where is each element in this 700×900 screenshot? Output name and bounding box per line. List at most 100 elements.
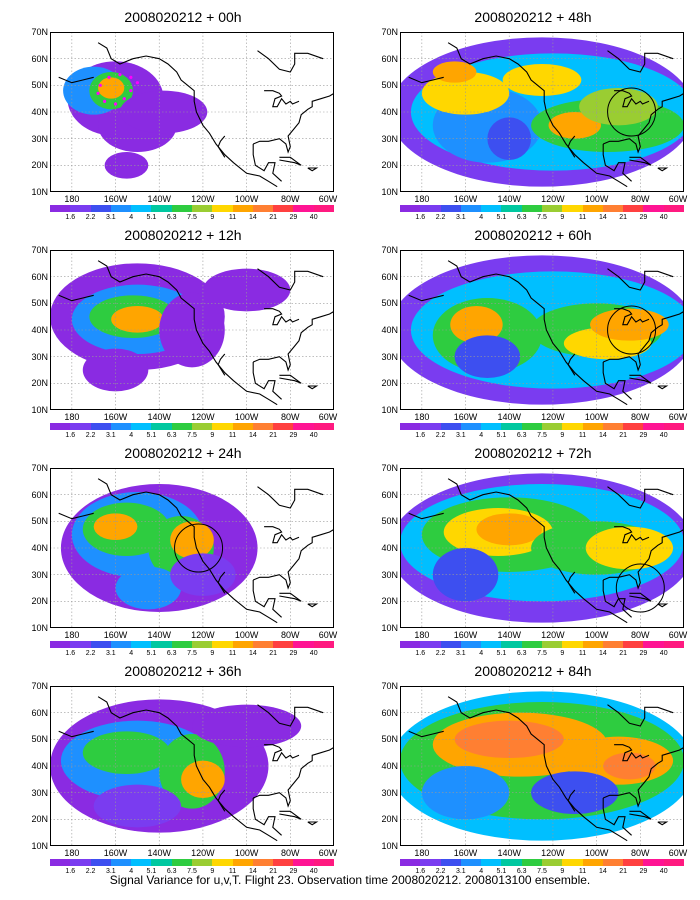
colorbar-swatch — [293, 641, 314, 648]
variance-contour — [93, 784, 182, 828]
coastline — [629, 810, 652, 820]
colorbar-label: 2.2 — [435, 868, 446, 875]
map-canvas — [50, 686, 334, 846]
longitude-label: 180 — [414, 630, 430, 640]
colorbar-swatch — [562, 859, 583, 866]
colorbar-swatch — [420, 641, 441, 648]
longitude-label: 80W — [281, 194, 300, 204]
coastline — [252, 746, 334, 808]
latitude-label: 70N — [31, 463, 48, 473]
variance-map — [50, 32, 334, 192]
verification-circle — [607, 305, 657, 355]
variance-contour — [159, 292, 225, 368]
colorbar-swatch — [252, 205, 274, 212]
colorbar-label: 21 — [619, 432, 628, 439]
colorbar-label: 14 — [598, 214, 607, 221]
colorbar-label: 40 — [659, 868, 668, 875]
colorbar-swatch — [420, 859, 441, 866]
colorbar-swatch — [643, 641, 664, 648]
colorbar-label: 7.5 — [537, 868, 547, 875]
colorbar-swatch — [191, 205, 213, 212]
coastline — [264, 308, 300, 326]
colorbar-swatch — [623, 641, 644, 648]
colorbar-label: 5.1 — [496, 432, 507, 439]
longitude-label: 80W — [281, 848, 300, 858]
colorbar-swatch — [273, 641, 294, 648]
coastline — [614, 744, 650, 762]
colorbar-swatch — [623, 859, 644, 866]
colorbar-label: 14 — [248, 432, 257, 439]
coastline — [252, 528, 334, 590]
colorbar-swatch — [50, 205, 71, 212]
coastline — [607, 704, 674, 727]
colorbar-label: 11 — [228, 432, 237, 439]
colorbar-label: 5.1 — [496, 214, 507, 221]
coastline — [97, 478, 278, 624]
coastline — [279, 810, 302, 820]
variance-map — [400, 686, 684, 846]
colorbar-label: 1.6 — [415, 432, 426, 439]
longitude-label: 160W — [103, 412, 128, 422]
latitude-label: 30N — [381, 133, 398, 144]
colorbar-label: 2.2 — [435, 432, 446, 439]
colorbar-swatch — [582, 641, 603, 648]
longitude-label: 60W — [668, 412, 688, 422]
colorbar-label: 3.1 — [105, 214, 116, 221]
colorbar-label: 14 — [598, 650, 607, 657]
observation-point — [113, 102, 118, 106]
colorbar-swatch — [663, 423, 684, 430]
colorbar-swatch — [212, 641, 233, 648]
variance-contour — [585, 526, 674, 570]
colorbar-label: 4 — [129, 650, 134, 657]
colorbar-label: 3.1 — [455, 650, 466, 657]
colorbar-swatch — [602, 423, 624, 430]
latitude-label: 10N — [381, 405, 398, 415]
coastline — [252, 362, 282, 400]
colorbar-swatch — [110, 641, 132, 648]
longitude-label: 120W — [191, 412, 215, 422]
variance-map — [50, 250, 334, 410]
colorbar-label: 5.1 — [496, 868, 507, 875]
latitude-label: 60N — [31, 489, 48, 500]
map-panel: 2008020212 + 00h 70N 60N 50N 40N 30N 20N 10N 180… — [18, 8, 348, 221]
colorbar-label: 21 — [619, 650, 628, 657]
coastline — [279, 374, 302, 384]
colorbar-swatch — [541, 205, 563, 212]
latitude-label: 60N — [381, 707, 398, 718]
colorbar-swatch — [171, 641, 192, 648]
latitude-label: 60N — [31, 707, 48, 718]
colorbar-swatch — [232, 641, 253, 648]
colorbar-label: 29 — [289, 214, 298, 221]
variance-contour — [421, 72, 510, 115]
latitude-label: 40N — [381, 761, 398, 771]
longitude-label: 120W — [541, 194, 565, 204]
colorbar-label: 4 — [479, 214, 484, 221]
latitude-label: 10N — [31, 405, 48, 415]
colorbar-swatch — [191, 859, 213, 866]
colorbar-swatch — [440, 641, 461, 648]
map-canvas — [400, 686, 684, 846]
variance-contour — [170, 521, 214, 559]
colorbar-label: 9 — [210, 868, 215, 875]
coastline — [307, 167, 319, 172]
longitude-label: 120W — [541, 412, 565, 422]
observation-point — [103, 99, 107, 103]
longitude-label: 80W — [281, 412, 300, 422]
map-canvas — [50, 468, 334, 628]
longitude-label: 160W — [103, 194, 128, 204]
colorbar-label: 3.1 — [455, 214, 466, 221]
colorbar-label: 29 — [639, 650, 648, 657]
map-canvas — [400, 468, 684, 628]
colorbar-label: 1.6 — [65, 432, 76, 439]
colorbar-label: 11 — [578, 214, 587, 221]
latitude-label: 60N — [381, 489, 398, 500]
observation-point — [129, 75, 133, 79]
longitude-label: 140W — [147, 412, 171, 422]
coastline — [602, 92, 684, 154]
colorbar-label: 6.3 — [166, 650, 177, 657]
coastline — [657, 167, 669, 172]
colorbar-swatch — [501, 205, 522, 212]
coastline — [657, 821, 669, 826]
coastline — [408, 294, 444, 302]
variance-contour — [432, 548, 499, 602]
